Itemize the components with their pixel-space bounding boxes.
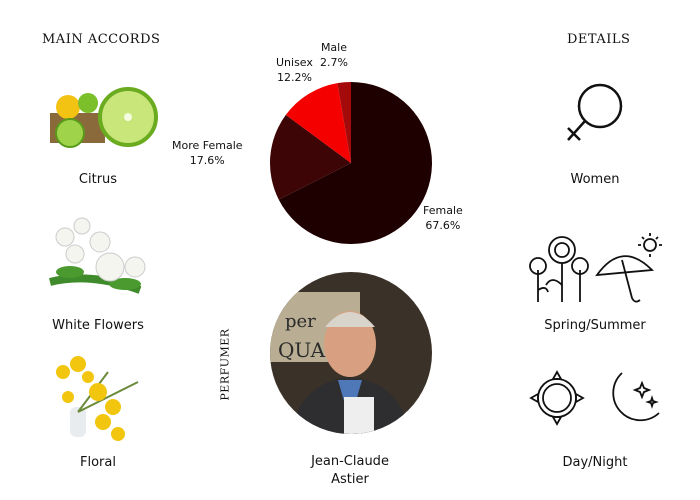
pie-label-female: Female 67.6% xyxy=(423,203,463,233)
day-night-icon xyxy=(529,370,660,426)
gender-pie-chart xyxy=(269,82,432,245)
perfumer-photo: per QUA xyxy=(270,272,432,434)
svg-text:QUA: QUA xyxy=(278,338,326,362)
pie-label-unisex: Unisex 12.2% xyxy=(276,55,313,85)
pie-label-more-female: More Female 17.6% xyxy=(172,138,243,168)
pie-label-male: Male 2.7% xyxy=(320,40,348,70)
pie-label-unisex-name: Unisex xyxy=(276,56,313,69)
pie-label-female-name: Female xyxy=(423,204,463,217)
spring-summer-icon xyxy=(529,233,662,303)
pie-slice-male xyxy=(337,82,351,163)
details-title: DETAILS xyxy=(567,32,631,47)
accord-white-flowers-label: White Flowers xyxy=(52,318,144,333)
perfumer-title: PERFUMER xyxy=(218,328,232,401)
detail-women-label: Women xyxy=(570,172,620,187)
pie-label-unisex-value: 12.2% xyxy=(276,71,312,84)
main-accords-title: MAIN ACCORDS xyxy=(42,32,161,47)
pie-label-more-female-name: More Female xyxy=(172,139,243,152)
accord-citrus-label: Citrus xyxy=(78,172,118,187)
pie-slice-more-female xyxy=(269,114,351,200)
accord-floral-label: Floral xyxy=(80,455,116,470)
venus-icon xyxy=(567,83,623,141)
detail-time-label: Day/Night xyxy=(562,455,628,470)
pie-label-more-female-value: 17.6% xyxy=(189,154,225,167)
pie-slice-female xyxy=(278,82,432,245)
perfumer-first-name: Jean-Claude xyxy=(311,454,389,469)
pie-label-male-name: Male xyxy=(320,41,347,54)
pie-slice-unisex xyxy=(285,83,351,163)
pie-label-male-value: 2.7% xyxy=(320,56,348,69)
perfumer-last-name: Astier xyxy=(331,472,369,487)
floral-mimosa-image xyxy=(56,356,139,441)
pie-label-female-value: 67.6% xyxy=(425,219,461,232)
white-flowers-image xyxy=(49,217,146,294)
svg-text:per: per xyxy=(285,311,316,332)
detail-season-label: Spring/Summer xyxy=(544,318,646,333)
perfumer-name: Jean-Claude Astier xyxy=(270,453,430,489)
citrus-image xyxy=(50,87,158,148)
